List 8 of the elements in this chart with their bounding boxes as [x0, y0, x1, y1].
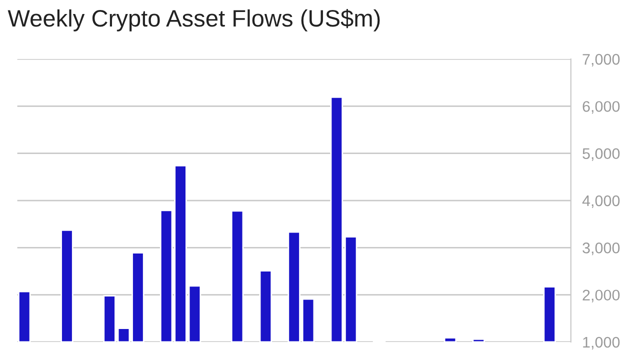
y-tick-label: 3,000	[582, 242, 620, 256]
y-tick-label: 4,000	[582, 195, 620, 208]
y-tick-label: 5,000	[582, 148, 620, 161]
y-tick-label: 6,000	[582, 101, 620, 114]
y-tick-label: 7,000	[582, 54, 620, 67]
y-tick-label: 2,000	[582, 290, 620, 302]
y-tick-label: 1,000	[583, 336, 620, 350]
chart-title: Weekly Crypto Asset Flows (US$m)	[8, 9, 380, 32]
